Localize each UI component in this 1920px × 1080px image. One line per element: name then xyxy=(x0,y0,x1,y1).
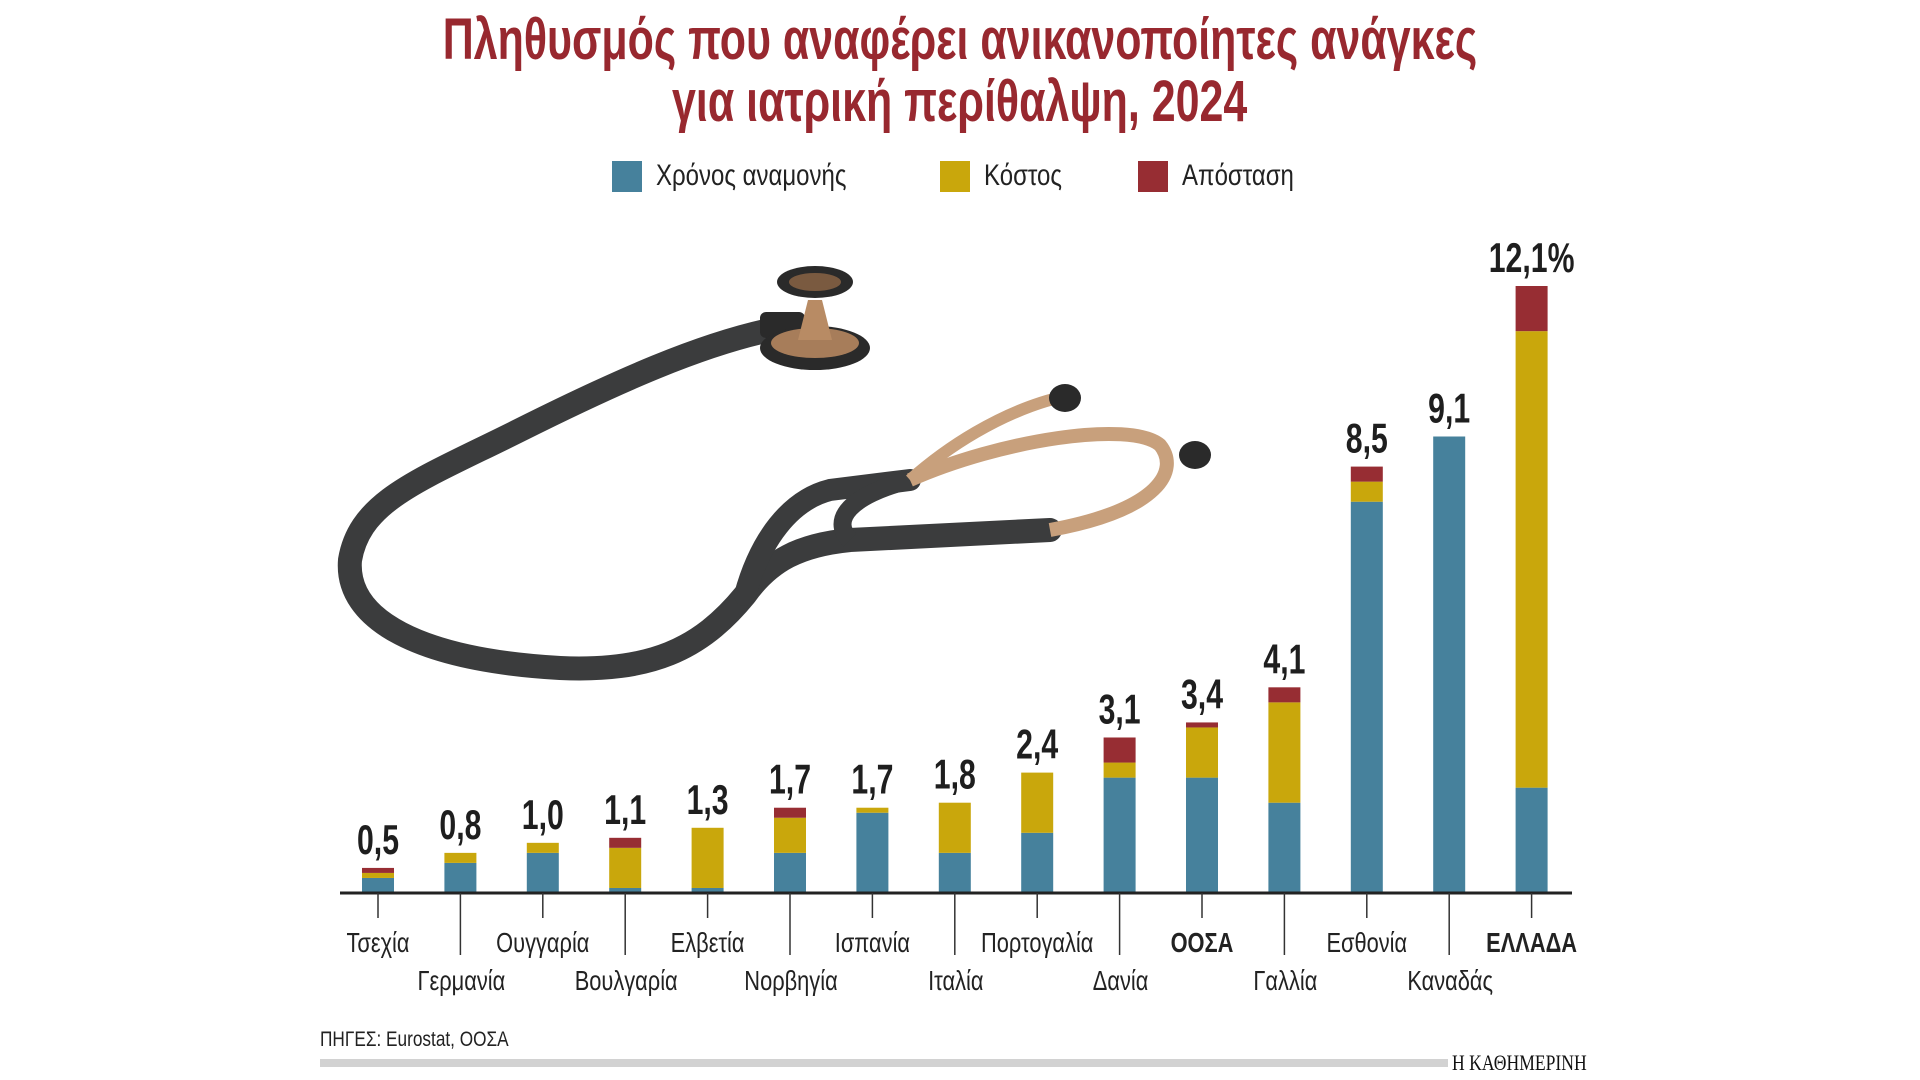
value-label: 1,7 xyxy=(851,756,893,803)
title-text-1: Πληθυσμός που αναφέρει ανικανοποίητες αν… xyxy=(442,7,1478,72)
legend-item-cost: Κόστος xyxy=(940,158,1081,194)
bar-segment-cost xyxy=(1268,702,1301,803)
bar-segment-cost xyxy=(362,872,394,878)
stethoscope-illustration xyxy=(337,266,1211,681)
value-label: 3,1 xyxy=(1099,686,1141,733)
legend-item-waiting: Χρόνος αναμονής xyxy=(612,158,894,194)
category-label: Ιταλία xyxy=(928,965,983,996)
bar-segment-waiting xyxy=(526,852,559,893)
bar-segment-waiting xyxy=(1186,777,1218,893)
bar-segment-distance xyxy=(609,837,642,848)
category-label: Γερμανία xyxy=(418,965,506,996)
category-label: Ισπανία xyxy=(835,927,910,958)
source-note: ΠΗΓΕΣ: Eurostat, ΟΟΣΑ xyxy=(320,1028,509,1051)
category-label: Γαλλία xyxy=(1253,965,1317,996)
bar-segment-waiting xyxy=(362,877,394,893)
category-label: Καναδάς xyxy=(1407,965,1493,996)
value-label: 1,8 xyxy=(934,751,976,798)
bar-segment-waiting xyxy=(1103,777,1136,893)
category-label: Δανία xyxy=(1093,965,1149,996)
category-label: Ελβετία xyxy=(671,927,745,958)
value-label: 0,5 xyxy=(357,816,399,863)
bar-segment-distance xyxy=(1515,286,1548,332)
value-label: 1,0 xyxy=(522,791,564,838)
bar-segment-waiting xyxy=(1021,832,1054,893)
bar-segment-waiting xyxy=(938,852,971,893)
legend-label: Κόστος xyxy=(984,159,1062,192)
bar-segment-cost xyxy=(1186,727,1218,778)
value-label: 4,1 xyxy=(1263,635,1305,682)
legend-item-distance: Απόσταση xyxy=(1138,158,1322,194)
value-label: 9,1 xyxy=(1428,385,1470,432)
bar-segment-cost xyxy=(1515,331,1548,788)
bar-segment-waiting xyxy=(856,812,889,893)
title-text-2: για ιατρική περίθαλψη, 2024 xyxy=(672,69,1248,134)
footer-rule xyxy=(320,1059,1448,1067)
legend-swatch-waiting xyxy=(612,160,642,192)
bar-segment-cost xyxy=(609,847,642,888)
bar-segment-cost xyxy=(691,827,724,888)
bar-segment-cost xyxy=(774,817,806,853)
value-label: 1,7 xyxy=(769,756,811,803)
category-label: Τσεχία xyxy=(346,927,409,958)
chart-title-line2: για ιατρική περίθαλψη, 2024 xyxy=(0,72,1920,132)
bar-segment-distance xyxy=(1186,722,1218,728)
bar-segment-waiting xyxy=(691,887,724,893)
publisher-logo: Η ΚΑΘΗΜΕΡΙΝΗ xyxy=(1452,1050,1587,1075)
category-label: Βουλγαρία xyxy=(575,965,678,996)
legend-label: Χρόνος αναμονής xyxy=(656,159,847,192)
bar-segment-distance xyxy=(774,807,806,818)
bar-segment-distance xyxy=(1350,466,1383,482)
bar-segment-cost xyxy=(856,807,889,813)
bar-segment-waiting xyxy=(1268,802,1301,893)
value-label: 8,5 xyxy=(1346,415,1388,462)
bar-segment-distance xyxy=(362,867,394,873)
legend-label: Απόσταση xyxy=(1182,159,1294,192)
value-label: 1,1 xyxy=(604,786,646,833)
bar-segment-cost xyxy=(1021,772,1054,833)
bar-segment-waiting xyxy=(444,862,477,893)
category-label: Πορτογαλία xyxy=(981,927,1093,958)
category-label: Εσθονία xyxy=(1326,927,1407,958)
legend: Χρόνος αναμονής Κόστος Απόσταση xyxy=(0,158,1920,194)
value-label: 0,8 xyxy=(439,801,481,848)
category-label: ΟΟΣΑ xyxy=(1171,927,1234,958)
bar-segment-cost xyxy=(1103,762,1136,778)
bar-segment-cost xyxy=(938,802,971,853)
bar-segment-waiting xyxy=(1515,787,1548,893)
legend-swatch-distance xyxy=(1138,160,1168,192)
bar-segment-cost xyxy=(1350,481,1383,502)
bars: 0,5 0,8 1,0 1,1 1,3 1,7 1,7 1,8 2,4 3,1 3,4 4,1 8,5 9… xyxy=(357,234,1574,893)
bar-segment-waiting xyxy=(774,852,806,893)
value-label: 1,3 xyxy=(687,776,729,823)
bar-segment-cost xyxy=(526,842,559,853)
category-label: Νορβηγία xyxy=(744,965,837,996)
category-label: ΕΛΛΑΔΑ xyxy=(1486,927,1577,958)
legend-swatch-cost xyxy=(940,160,970,192)
bar-segment-distance xyxy=(1103,737,1136,763)
x-axis-labels: Τσεχία Γερμανία Ουγγαρία Βουλγαρία Ελβετία Νο… xyxy=(346,893,1577,997)
bar-segment-waiting xyxy=(1350,501,1383,893)
bar-segment-waiting xyxy=(1433,436,1466,893)
bar-segment-distance xyxy=(1268,687,1301,703)
value-label: 2,4 xyxy=(1016,721,1059,768)
bar-segment-cost xyxy=(444,852,477,863)
bar-segment-waiting xyxy=(609,887,642,893)
chart-title-line1: Πληθυσμός που αναφέρει ανικανοποίητες αν… xyxy=(0,10,1920,70)
category-label: Ουγγαρία xyxy=(496,927,589,958)
value-label: 3,4 xyxy=(1181,671,1224,718)
value-label: 12,1% xyxy=(1489,234,1575,281)
